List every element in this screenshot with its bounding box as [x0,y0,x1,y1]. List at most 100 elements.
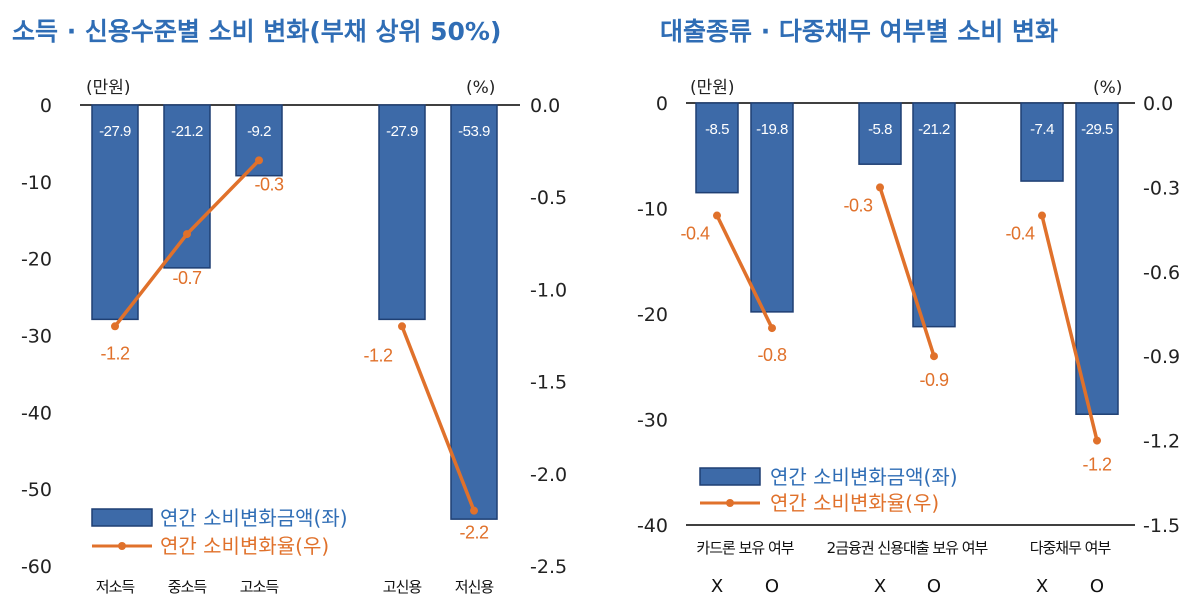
bar-value-label: -5.8 [868,121,892,138]
line-point [470,506,478,515]
series-line [878,186,936,357]
chart2-title: 대출종류 · 다중채무 여부별 소비 변화 [660,17,1058,46]
line-point [713,211,721,220]
left-tick-label: -20 [637,304,668,326]
legend-line-marker [118,542,126,550]
right-tick-label: -0.5 [530,187,567,209]
point-value-label: -1.2 [363,345,393,365]
right-tick-label: -0.3 [1143,177,1180,199]
left-tick-label: -10 [21,172,52,194]
bar-value-label: -53.9 [458,123,490,140]
chart1-legend: 연간 소비변화금액(좌) 연간 소비변화율(우) [91,506,348,558]
bar-value-label: -9.2 [247,123,271,140]
line-point [398,322,406,331]
left-tick-label: -30 [21,326,52,348]
bar [163,104,211,269]
bar [450,104,498,520]
category-label: O [765,576,779,597]
left-tick-label: -60 [21,556,52,578]
category-label: 중소득 [168,578,208,596]
bar [1020,102,1064,182]
right-tick-label: -1.5 [1143,515,1180,537]
legend-bar-swatch [91,508,153,527]
bar [695,102,739,194]
category-label: X [711,576,723,597]
left-tick-label: -50 [21,479,52,501]
category-label: X [1036,576,1048,597]
line-point [876,183,884,192]
point-value-label: -0.4 [1005,224,1035,244]
bar [378,104,426,321]
left-tick-label: 0 [40,95,52,117]
category-label: 저신용 [455,578,494,596]
right-tick-label: -2.5 [530,556,567,578]
left-tick-label: -10 [637,199,668,221]
chart1-title: 소득 · 신용수준별 소비 변화(부채 상위 50%) [12,17,501,46]
category-label: X [874,576,886,597]
left-tick-label: -40 [637,515,668,537]
line-point [768,324,776,333]
chart1-right-unit: (%) [466,78,495,98]
chart1-legend-bar-label: 연간 소비변화금액(좌) [160,506,348,530]
bar-value-label: -29.5 [1081,121,1113,138]
category-label: O [1090,576,1104,597]
point-value-label: -0.9 [919,370,949,390]
point-value-label: -0.4 [680,224,710,244]
series-line [715,214,774,329]
line-point [1038,211,1046,220]
chart1-left-unit: (만원) [86,78,131,98]
line-point [930,352,938,361]
chart1-plot: 0 -10 -20 -30 -40 -50 -60 0.0 -0.5 -1.0 -1.5 -2.0 -2… [21,95,567,596]
chart2-legend-bar-label: 연간 소비변화금액(좌) [770,465,958,489]
category-label: 고신용 [383,578,422,596]
bar-value-label: -19.8 [756,121,788,138]
bar [858,102,902,165]
point-value-label: -0.3 [254,174,284,194]
point-value-label: -0.7 [172,268,202,288]
chart2-right-unit: (%) [1093,78,1122,98]
chart2-legend: 연간 소비변화금액(좌) 연간 소비변화율(우) [699,465,958,515]
right-tick-label: -1.0 [530,279,567,301]
line-point [183,230,191,239]
right-tick-label: -0.9 [1143,346,1180,368]
left-tick-label: -30 [637,410,668,432]
right-tick-label: -0.6 [1143,262,1180,284]
legend-bar-swatch [699,467,761,486]
bar [91,104,139,321]
chart2-plot: 0 -10 -20 -30 -40 0.0 -0.3 -0.6 -0.9 -1.2 -1.5 -8.5… [637,93,1180,597]
right-tick-label: 0.0 [1143,93,1173,115]
left-tick-label: 0 [656,93,668,115]
line-point [111,322,119,331]
chart2-left-unit: (만원) [690,78,735,98]
left-tick-label: -40 [21,402,52,424]
bar-value-label: -27.9 [386,123,418,140]
line-point [255,156,263,165]
point-value-label: -0.8 [757,345,787,365]
bar [750,102,794,313]
category-label: 저소득 [96,578,136,596]
right-tick-label: 0.0 [530,95,560,117]
left-tick-label: -20 [21,249,52,271]
right-tick-label: -1.2 [1143,431,1180,453]
bar-value-label: -27.9 [99,123,131,140]
bar-value-label: -21.2 [171,123,203,140]
chart1-legend-line-label: 연간 소비변화율(우) [160,534,329,558]
bar-value-label: -21.2 [918,121,950,138]
legend-line-marker [726,499,734,507]
group-label: 다중채무 여부 [1030,539,1112,557]
group-label: 카드론 보유 여부 [696,539,794,557]
series-line [1040,215,1099,442]
category-label: O [927,576,941,597]
right-tick-label: -2.0 [530,464,567,486]
line-point [1093,436,1101,445]
bar-value-label: -8.5 [705,121,729,138]
chart2-legend-line-label: 연간 소비변화율(우) [770,491,939,515]
bar [235,104,283,177]
group-label: 2금융권 신용대출 보유 여부 [827,539,989,557]
bar [1075,102,1119,415]
point-value-label: -1.2 [1082,455,1112,475]
point-value-label: -0.3 [843,195,873,215]
right-tick-label: -1.5 [530,372,567,394]
series-line [400,325,476,512]
